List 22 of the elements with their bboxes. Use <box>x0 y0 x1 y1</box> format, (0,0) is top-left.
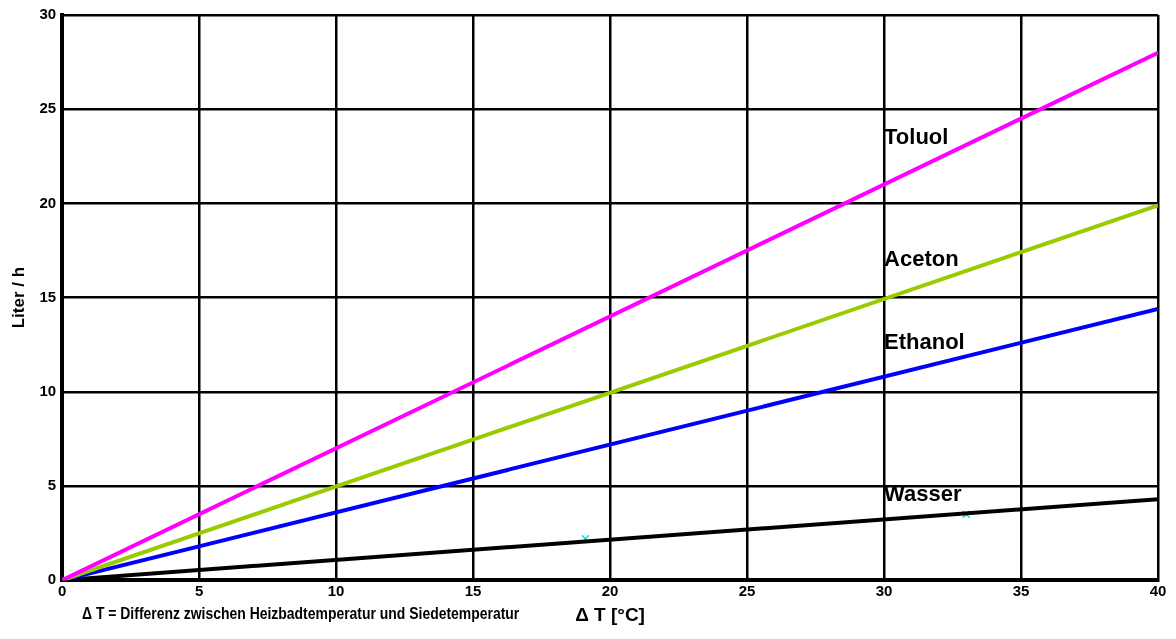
y-tick-label: 5 <box>47 476 57 494</box>
x-tick-label: 20 <box>601 582 619 600</box>
series-label: Wasser <box>884 480 962 506</box>
y-tick-label: 15 <box>39 287 57 305</box>
y-tick-label: 30 <box>39 5 57 23</box>
y-tick-label: 10 <box>39 381 57 399</box>
x-tick-label: 5 <box>194 582 204 600</box>
series-label: Ethanol <box>884 328 965 354</box>
text: Δ T = Differenz zwischen Heizbadtemperatur und Siedetemperatur <box>82 604 520 624</box>
y-tick-label: 20 <box>39 193 57 211</box>
x-tick-label: 40 <box>1149 582 1167 600</box>
x-axis-title: Δ T [°C] <box>575 603 645 625</box>
x-tick-label: 10 <box>327 582 345 600</box>
y-axis-title: Liter / h <box>8 266 28 329</box>
x-tick-label: 25 <box>738 582 756 600</box>
series-label: Toluol <box>884 124 949 150</box>
series-label: Aceton <box>884 246 959 272</box>
y-tick-label: 25 <box>39 99 57 117</box>
x-tick-label: 30 <box>875 582 893 600</box>
y-tick-label: 0 <box>47 570 57 588</box>
x-tick-label: 15 <box>464 582 482 600</box>
x-tick-label: 35 <box>1012 582 1030 600</box>
